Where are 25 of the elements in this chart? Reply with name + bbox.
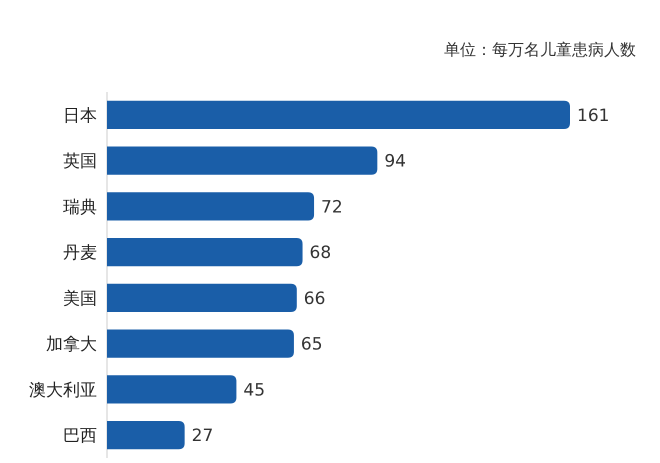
data-label: 65 [300,334,323,355]
y-tick-label: 瑞典 [63,197,97,218]
bar [107,238,303,266]
y-tick-label: 丹麦 [63,243,97,264]
data-label: 72 [321,197,343,218]
bar [107,284,297,312]
bar [107,146,378,175]
bar [107,329,294,358]
y-tick-label: 美国 [63,288,97,309]
data-label: 94 [384,152,406,172]
y-tick-label: 英国 [63,152,97,172]
data-label: 45 [243,380,266,400]
bar [107,420,185,450]
y-tick-label: 日本 [63,106,97,126]
chart-subtitle: 单位：每万名儿童患病人数 [444,40,636,59]
bar [107,100,570,130]
bar [107,375,236,404]
data-label: 66 [304,288,326,309]
y-tick-label: 加拿大 [46,334,97,355]
data-label: 27 [192,426,214,446]
y-tick-label: 巴西 [63,426,97,446]
data-label: 68 [310,243,332,264]
y-tick-label: 澳大利亚 [29,380,97,400]
bar [107,192,314,221]
data-label: 161 [577,106,610,126]
